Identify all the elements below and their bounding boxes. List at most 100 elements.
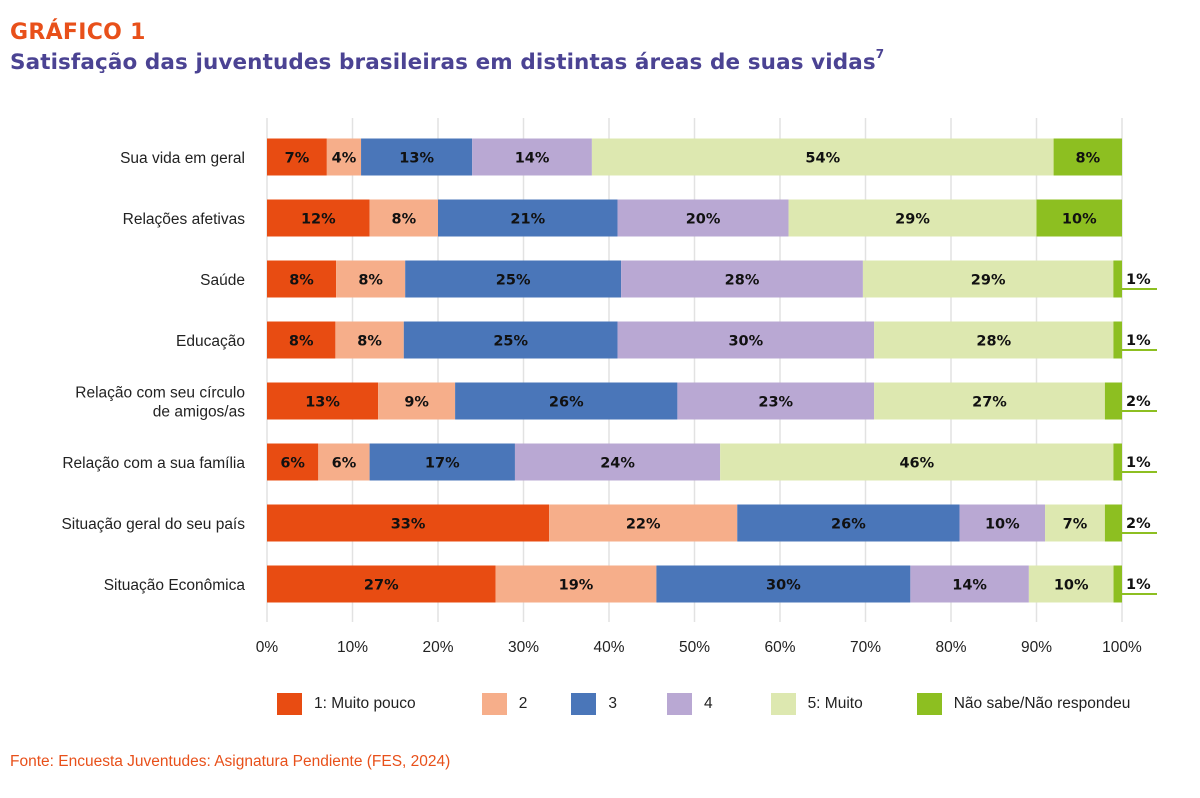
data-label: 7% [285,151,310,167]
bar-segment [677,382,875,420]
bar-segment [267,565,496,603]
data-label: 17% [425,456,460,472]
bar-segment [591,138,1054,176]
bar-segment [267,443,319,481]
legend-item: 3 [571,693,617,715]
bar-segment [959,504,1046,542]
bar-segment [361,138,473,176]
data-label-outside: 1% [1126,455,1151,471]
bar-segment [267,138,327,176]
data-label: 46% [899,456,934,472]
bar-segment [788,199,1037,237]
data-label: 10% [1062,212,1097,228]
x-tick-label: 90% [1021,639,1052,656]
bar-segment [862,260,1114,298]
bar-segment [472,138,592,176]
data-label: 10% [1054,578,1089,594]
data-label: 24% [600,456,635,472]
bar-segment [617,199,789,237]
chart-title-text: Satisfação das juventudes brasileiras em… [10,50,876,76]
bar-segment [267,199,370,237]
data-label: 25% [496,273,531,289]
bar-segment [1113,565,1122,603]
data-label: 54% [805,151,840,167]
legend-label: 2 [518,695,528,712]
bar-segment [910,565,1029,603]
data-label: 6% [332,456,357,472]
data-label: 26% [831,517,866,533]
bars: 7% 4% 13% 14% 54% 8% 12% 8% 21% 20% 29% 10% 8% 8% 25% 2… [267,138,1157,603]
chart-title: Satisfação das juventudes brasileiras em… [10,47,884,76]
bar-row: 8% 8% 25% 28% 29% 1% [267,260,1157,298]
legend-label: 1: Muito pouco [314,695,416,712]
bar-segment [326,138,362,176]
legend-swatch [571,693,597,715]
category-label: Situação geral do seu país [61,516,245,533]
data-label-outside: 1% [1126,333,1151,349]
legend-item: Não sabe/Não respondeu [916,693,1131,715]
data-label: 8% [357,334,382,350]
bar-segment [378,382,456,420]
category-labels: Sua vida em geral Relações afetivas Saúde E… [61,150,245,594]
data-label: 29% [971,273,1006,289]
data-label: 10% [985,517,1020,533]
category-label: Educação [176,333,245,350]
data-label-outside: 1% [1126,272,1151,288]
data-label: 19% [559,578,594,594]
bar-segment [1104,504,1122,542]
legend-swatch [770,693,796,715]
legend: 1: Muito pouco 2 3 4 5: Muito Não sabe/Não re… [277,692,1130,716]
data-label: 30% [766,578,801,594]
legend-label: Não sabe/Não respondeu [953,695,1131,712]
x-tick-label: 10% [337,639,368,656]
data-label-outside: 2% [1126,394,1151,410]
legend-label: 4 [703,695,713,712]
bar-segment [369,199,438,237]
bar-segment [369,443,515,481]
data-label: 28% [976,334,1011,350]
chart-kicker: GRÁFICO 1 [10,20,146,45]
data-label: 7% [1063,517,1088,533]
bar-row: 7% 4% 13% 14% 54% 8% [267,138,1122,176]
data-label: 8% [289,334,314,350]
bar-segment [737,504,960,542]
data-label: 14% [952,578,987,594]
data-label: 9% [404,395,429,411]
legend-swatch [481,693,507,715]
bar-segment [267,321,336,359]
bar-segment [267,504,550,542]
x-tick-label: 60% [764,639,795,656]
gridlines [266,118,1123,622]
legend-label: 3 [608,695,617,712]
data-label: 23% [758,395,793,411]
data-label: 30% [728,334,763,350]
category-label: Relação com a sua família [62,455,245,472]
data-label: 8% [391,212,416,228]
bar-segment [336,260,406,298]
data-label: 20% [686,212,721,228]
legend-item: 2 [481,693,528,715]
x-tick-label: 30% [508,639,539,656]
data-label: 26% [549,395,584,411]
x-tick-label: 80% [935,639,966,656]
legend-item: 1: Muito pouco [277,693,416,715]
data-label: 6% [280,456,305,472]
data-label: 33% [391,517,426,533]
category-label: Situação Econômica [104,577,246,594]
bar-segment [621,260,863,298]
bar-segment [1045,504,1105,542]
data-label: 22% [626,517,661,533]
data-label: 25% [493,334,528,350]
data-label: 8% [358,273,383,289]
legend-item: 4 [666,693,713,715]
bar-segment [1113,443,1122,481]
data-label: 8% [289,273,314,289]
bar-row: 27% 19% 30% 14% 10% 1% [267,565,1157,603]
bar-segment [1113,260,1122,298]
bar-segment [720,443,1114,481]
data-label: 14% [515,151,550,167]
x-tick-label: 0% [256,639,279,656]
bar-segment [495,565,657,603]
bar-segment [403,321,618,359]
data-label-outside: 2% [1126,516,1151,532]
